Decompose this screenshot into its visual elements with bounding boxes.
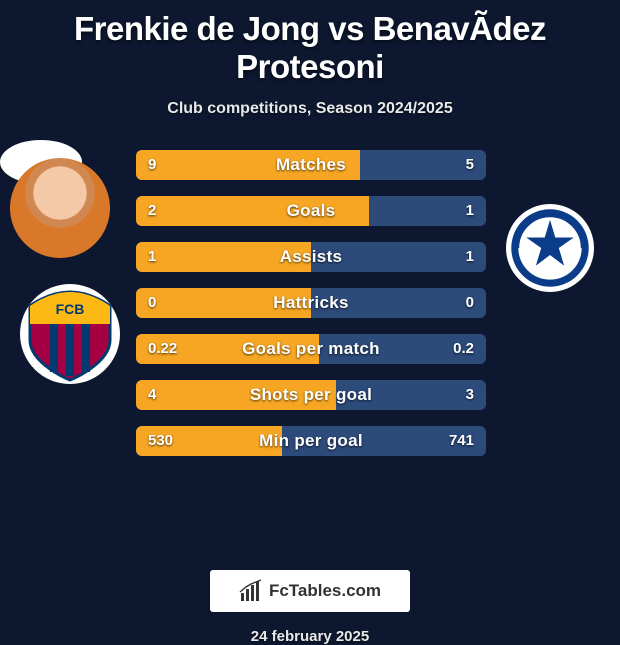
stat-row: Matches95 [136, 150, 486, 180]
stat-row: Goals21 [136, 196, 486, 226]
stat-row: Min per goal530741 [136, 426, 486, 456]
stat-bar-right [336, 380, 486, 410]
stat-bar-right [369, 196, 486, 226]
stat-bars: Matches95 Goals21 Assists11 Hattricks00 Goal… [136, 150, 486, 472]
stat-row: Shots per goal43 [136, 380, 486, 410]
stat-bar-right [311, 288, 486, 318]
page-title: Frenkie de Jong vs BenavÃ­dez Protesoni [0, 0, 620, 86]
stat-row: Goals per match0.220.2 [136, 334, 486, 364]
watermark: FcTables.com [210, 570, 410, 612]
player-left-avatar [10, 158, 110, 258]
stat-bar-left [136, 426, 282, 456]
stat-bar-left [136, 242, 311, 272]
stat-bar-right [282, 426, 486, 456]
stat-bar-right [311, 242, 486, 272]
stat-bar-left [136, 150, 360, 180]
stat-bar-right [319, 334, 486, 364]
stat-row: Hattricks00 [136, 288, 486, 318]
club-right-badge [506, 204, 594, 292]
chart-icon [239, 579, 263, 603]
stat-bar-left [136, 288, 311, 318]
stat-bar-left [136, 196, 369, 226]
club-left-badge: FCB [20, 284, 120, 384]
stat-bar-right [360, 150, 486, 180]
comparison-container: FCB Matches95 Goals21 Assists11 Hattricks00… [0, 140, 620, 570]
stat-bar-left [136, 380, 336, 410]
date-text: 24 february 2025 [0, 628, 620, 645]
subtitle: Club competitions, Season 2024/2025 [0, 100, 620, 118]
stat-row: Assists11 [136, 242, 486, 272]
stat-bar-left [136, 334, 319, 364]
watermark-text: FcTables.com [269, 581, 381, 601]
svg-text:FCB: FCB [56, 301, 85, 317]
